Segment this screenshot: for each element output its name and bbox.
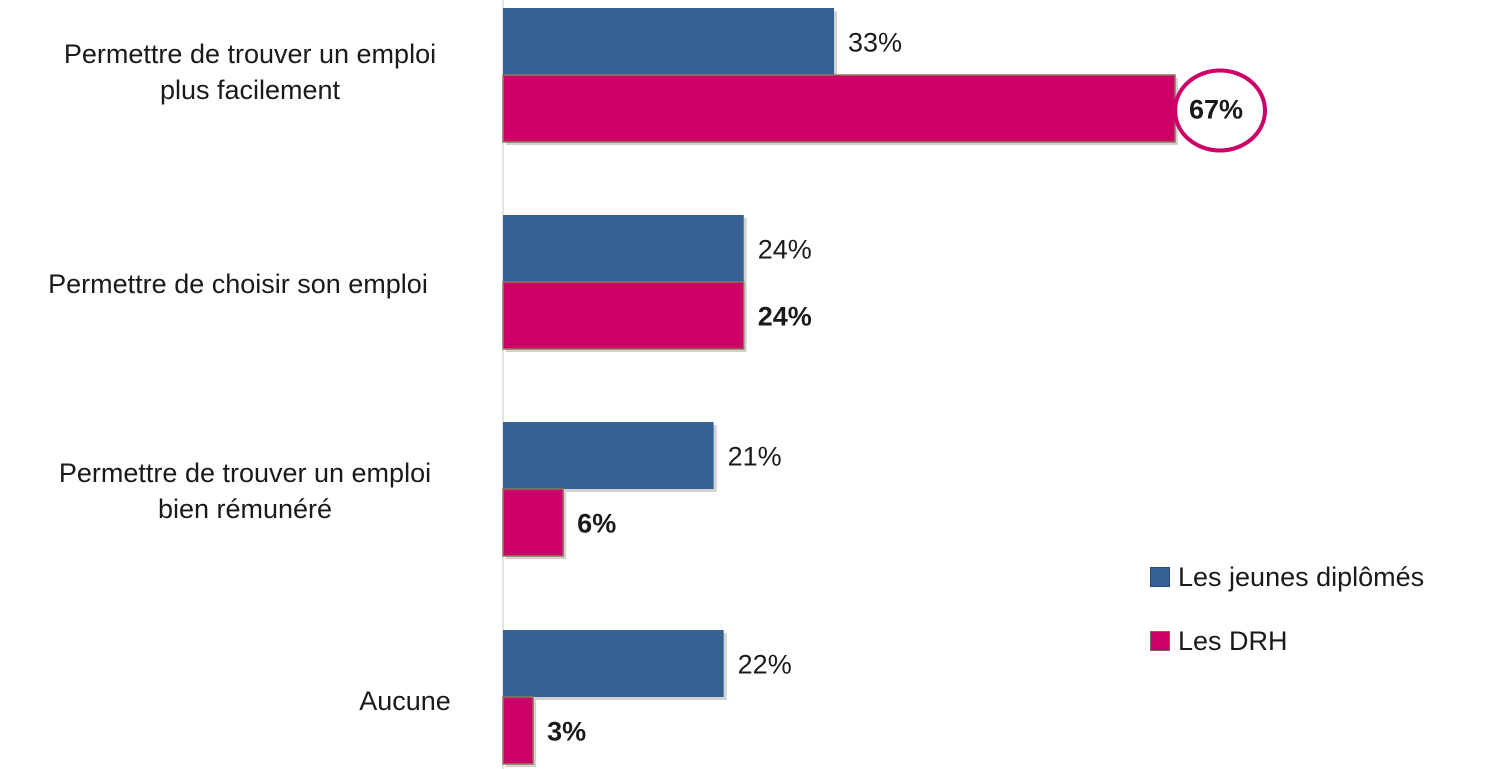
legend-swatch-drh: [1150, 631, 1170, 651]
value-label-drh-0: 67%: [1189, 95, 1243, 125]
bar-jeunes-2: [503, 422, 714, 489]
legend-swatch-jeunes: [1150, 567, 1170, 587]
legend-label-drh: Les DRH: [1178, 625, 1288, 656]
value-label-drh-1: 24%: [758, 302, 812, 332]
bar-drh-0: [502, 74, 1176, 143]
value-label-jeunes-3: 22%: [738, 650, 792, 680]
category-label-0: Permettre de trouver un emploi plus faci…: [63, 39, 437, 105]
legend-label-jeunes: Les jeunes diplômés: [1178, 561, 1425, 592]
bar-drh-2: [502, 488, 564, 557]
bar-jeunes-1: [503, 215, 744, 282]
category-label-1: Permettre de choisir son emploi: [48, 269, 428, 299]
legend-item-jeunes: Les jeunes diplômés: [1150, 555, 1424, 599]
legend: Les jeunes diplômés Les DRH: [1150, 555, 1424, 683]
value-label-drh-2: 6%: [577, 509, 616, 539]
bar-jeunes-3: [503, 630, 724, 697]
value-label-jeunes-1: 24%: [758, 235, 812, 265]
value-label-drh-3: 3%: [547, 717, 586, 747]
bar-jeunes-0: [503, 8, 834, 75]
value-label-jeunes-2: 21%: [728, 442, 782, 472]
legend-item-drh: Les DRH: [1150, 619, 1424, 663]
category-label-2: Permettre de trouver un emploi bien rému…: [58, 458, 432, 524]
highlight-ellipse: [1173, 68, 1268, 153]
value-label-jeunes-0: 33%: [848, 28, 902, 58]
bar-drh-3: [502, 696, 534, 765]
category-label-3: Aucune: [359, 686, 451, 716]
bar-drh-1: [502, 281, 745, 350]
